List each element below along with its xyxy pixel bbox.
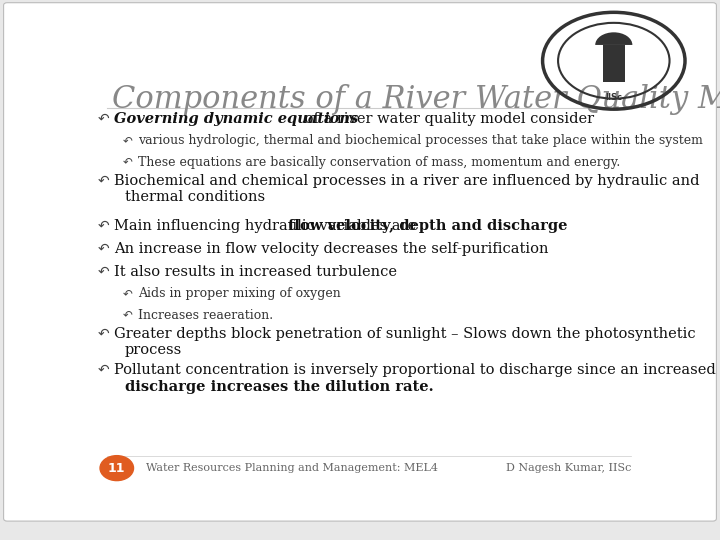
Text: Components of a River Water Quality Model: Components of a River Water Quality Mode… <box>112 84 720 114</box>
Text: ↶: ↶ <box>98 327 109 341</box>
Text: Governing dynamic equations: Governing dynamic equations <box>114 112 359 126</box>
Text: D Nagesh Kumar, IISc: D Nagesh Kumar, IISc <box>506 463 631 473</box>
Text: Water Resources Planning and Management: MEL4: Water Resources Planning and Management:… <box>145 463 438 473</box>
Text: Aids in proper mixing of oxygen: Aids in proper mixing of oxygen <box>138 287 341 300</box>
Text: ↶: ↶ <box>123 309 133 322</box>
Wedge shape <box>595 32 632 45</box>
Text: ↶: ↶ <box>98 265 109 279</box>
Text: ↶: ↶ <box>123 287 133 300</box>
Text: of a river water quality model consider: of a river water quality model consider <box>300 112 594 126</box>
Text: discharge increases the dilution rate.: discharge increases the dilution rate. <box>125 380 433 394</box>
Text: ↶: ↶ <box>123 134 133 147</box>
Text: Pollutant concentration is inversely proportional to discharge since an increase: Pollutant concentration is inversely pro… <box>114 363 716 377</box>
Text: ↶: ↶ <box>123 156 133 168</box>
Text: IISc: IISc <box>606 93 622 102</box>
Text: process: process <box>125 343 182 357</box>
Text: An increase in flow velocity decreases the self-purification: An increase in flow velocity decreases t… <box>114 242 549 256</box>
Text: Increases reaeration.: Increases reaeration. <box>138 309 273 322</box>
Text: ↶: ↶ <box>98 363 109 377</box>
Text: ↶: ↶ <box>98 174 109 188</box>
Text: Main influencing hydraulic variables are: Main influencing hydraulic variables are <box>114 219 420 233</box>
Text: Biochemical and chemical processes in a river are influenced by hydraulic and: Biochemical and chemical processes in a … <box>114 174 700 188</box>
Text: thermal conditions: thermal conditions <box>125 191 265 205</box>
Text: It also results in increased turbulence: It also results in increased turbulence <box>114 265 397 279</box>
Text: ↶: ↶ <box>98 219 109 233</box>
Text: These equations are basically conservation of mass, momentum and energy.: These equations are basically conservati… <box>138 156 620 168</box>
Text: ↶: ↶ <box>98 242 109 256</box>
Text: flow velocity, depth and discharge: flow velocity, depth and discharge <box>288 219 567 233</box>
Text: ↶: ↶ <box>98 112 109 126</box>
FancyBboxPatch shape <box>603 45 625 82</box>
Text: Greater depths block penetration of sunlight – Slows down the photosynthetic: Greater depths block penetration of sunl… <box>114 327 696 341</box>
Text: various hydrologic, thermal and biochemical processes that take place within the: various hydrologic, thermal and biochemi… <box>138 134 703 147</box>
Circle shape <box>100 456 133 481</box>
Text: 11: 11 <box>108 462 125 475</box>
